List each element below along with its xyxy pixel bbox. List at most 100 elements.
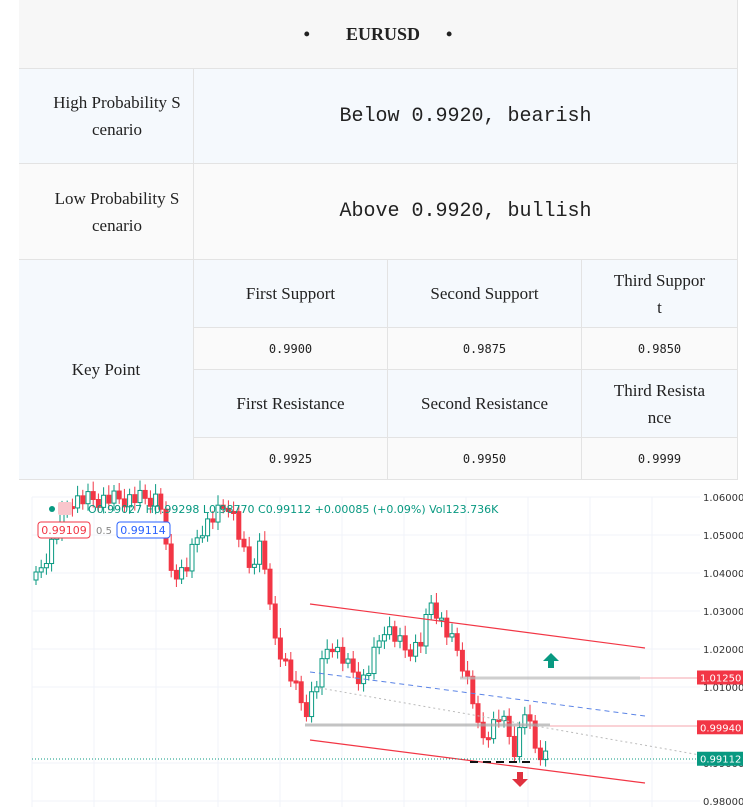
candle-body <box>532 720 538 749</box>
bullet: • <box>446 23 453 44</box>
candle-body <box>413 641 419 657</box>
candle-body <box>38 567 44 573</box>
key-label: Third Resistance <box>582 370 738 438</box>
price-badge-label: 0.99940 <box>700 723 741 734</box>
candle-body <box>85 491 91 505</box>
candle-body <box>95 498 101 508</box>
candle-body <box>402 635 408 651</box>
price-tick-label: 0.98000 <box>703 797 743 807</box>
key-value: 0.9925 <box>194 438 388 480</box>
price-badge <box>697 720 743 735</box>
candle-body <box>366 673 372 677</box>
candle-body <box>517 727 523 758</box>
candle-body <box>439 617 445 621</box>
candle-body <box>423 614 429 647</box>
price-tick-label: 1.02000 <box>703 645 743 656</box>
candle-body <box>236 511 242 540</box>
row-value: Below 0.9920, bearish <box>194 69 738 164</box>
candle-body <box>485 737 491 741</box>
price-badge-label: 1.01250 <box>700 674 741 685</box>
candle-body <box>33 571 39 581</box>
candle-body <box>397 635 403 642</box>
candle-body <box>309 691 315 718</box>
row-label: High Probability Scenario <box>19 69 194 164</box>
candle-body <box>194 537 200 545</box>
candle-body <box>283 658 289 662</box>
candle-body <box>80 495 86 505</box>
chart-image: O0.99027 H0.99298 L0.98770 C0.99112 +0.0… <box>31 480 743 807</box>
candle-body <box>49 538 55 565</box>
candle-body <box>142 489 148 499</box>
buy-price: 0.99114 <box>120 524 166 537</box>
price-badge <box>697 751 743 766</box>
candle-body <box>465 670 471 677</box>
candle-body <box>522 714 528 729</box>
candle-body <box>205 518 211 537</box>
candle-body <box>184 567 190 572</box>
candle-body <box>293 680 299 684</box>
candle-body <box>262 540 268 570</box>
candle-body <box>340 646 346 664</box>
price-tick-label: 1.01000 <box>703 683 743 694</box>
candle-body <box>444 617 450 638</box>
candle-body <box>158 493 164 510</box>
candle-body <box>381 634 387 642</box>
key-value: 0.9999 <box>582 438 738 480</box>
price-badge-label: 0.99112 <box>700 755 741 766</box>
price-tick-label: 1.04000 <box>703 569 743 580</box>
candle-body <box>511 735 517 758</box>
candle-body <box>345 658 351 664</box>
key-value: 0.9900 <box>194 328 388 370</box>
channel-top <box>309 603 646 649</box>
price-badge <box>697 670 743 685</box>
candle-body <box>241 538 247 548</box>
candle-body <box>376 640 382 648</box>
candle-body <box>101 494 107 508</box>
candle-body <box>470 675 476 705</box>
down-arrow <box>512 772 528 787</box>
candle-body <box>407 649 413 657</box>
price-axis: 1.06000 1.05000 1.04000 1.03000 1.02000 1.010… <box>697 493 743 807</box>
candle-body <box>199 535 205 539</box>
trend-dotted <box>319 687 701 756</box>
candle-body <box>428 602 434 615</box>
candle-body <box>454 633 460 651</box>
candle-body <box>288 659 294 682</box>
candle-body <box>189 543 195 572</box>
candle-body <box>257 540 263 565</box>
candle-body <box>215 504 221 523</box>
up-arrow <box>543 653 559 668</box>
candle-body <box>459 649 465 672</box>
row-value: Above 0.9920, bullish <box>194 164 738 260</box>
key-value: 0.9850 <box>582 328 738 370</box>
status-dot <box>49 506 55 512</box>
candle-body <box>475 703 481 723</box>
price-tick-label: 1.06000 <box>703 493 743 504</box>
candle-body <box>75 495 81 509</box>
status-box <box>58 502 72 515</box>
candle-body <box>324 648 330 660</box>
header-row: • EURUSD • <box>19 0 738 69</box>
candle-body <box>314 686 320 693</box>
key-value: 0.9950 <box>388 438 582 480</box>
candle-body <box>329 648 335 653</box>
candle-body <box>392 626 398 642</box>
candle-body <box>147 497 153 507</box>
candle-body <box>246 546 252 568</box>
candle-body <box>267 568 273 605</box>
key-label: Third Support <box>582 260 738 328</box>
price-tick-label: 1.03000 <box>703 607 743 618</box>
key-label: First Resistance <box>194 370 388 438</box>
channel-mid <box>309 671 646 717</box>
candle-body <box>480 721 486 739</box>
key-label: Second Support <box>388 260 582 328</box>
candle-body <box>418 641 424 647</box>
candle-body <box>179 567 185 580</box>
candle-body <box>43 563 49 569</box>
candle-body <box>251 563 257 568</box>
candle-body <box>527 714 533 722</box>
ohlc-text: O0.99027 H0.99298 L0.98770 C0.99112 +0.0… <box>88 503 499 516</box>
candle-body <box>537 747 543 761</box>
candle-body <box>543 750 549 761</box>
